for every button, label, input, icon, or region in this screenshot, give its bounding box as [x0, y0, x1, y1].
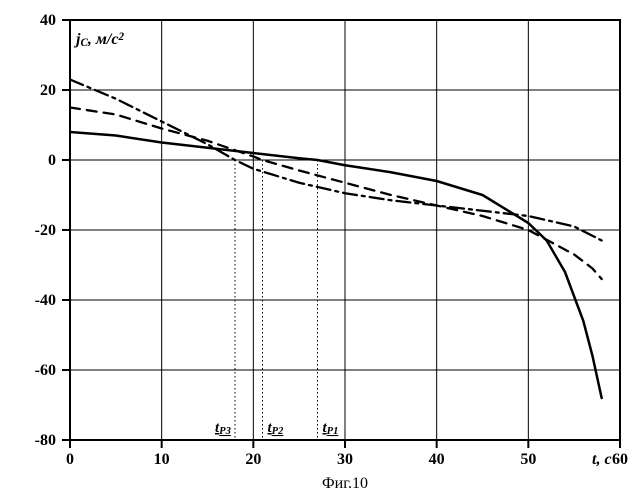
y-tick-label: 40	[40, 12, 56, 29]
y-tick-label: -60	[35, 362, 56, 379]
x-tick-label: 60	[612, 451, 628, 468]
y-tick-label: -20	[35, 222, 56, 239]
x-tick-label: 10	[154, 451, 170, 468]
x-axis-label: t, с	[592, 451, 612, 468]
y-tick-label: -80	[35, 432, 56, 449]
y-tick-label: -40	[35, 292, 56, 309]
chart-container: { "chart": { "type": "line", "width": 64…	[0, 0, 644, 500]
x-tick-label: 40	[429, 451, 445, 468]
y-tick-label: 0	[48, 152, 56, 169]
x-tick-label: 20	[245, 451, 261, 468]
x-tick-label: 50	[520, 451, 536, 468]
figure-label: Фиг.10	[322, 475, 368, 492]
x-tick-label: 0	[66, 451, 74, 468]
chart-svg: 0102030405060-80-60-40-2002040jC, м/с2t,…	[0, 0, 644, 500]
y-tick-label: 20	[40, 82, 56, 99]
x-tick-label: 30	[337, 451, 353, 468]
